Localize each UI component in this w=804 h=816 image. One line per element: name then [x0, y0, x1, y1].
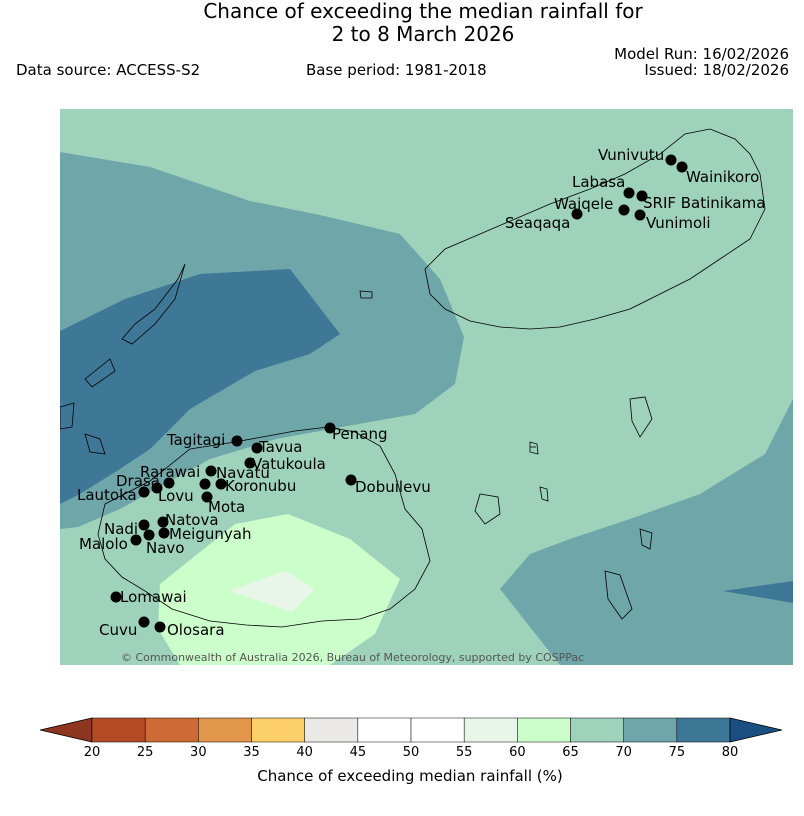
station-rarawai: Rarawai — [140, 463, 217, 481]
station-mota: Mota — [201, 491, 245, 516]
station-srif: SRIF Batinikama — [636, 190, 765, 212]
data-source-label: Data source: ACCESS-S2 — [16, 61, 201, 79]
station-navatu: Navatu — [199, 464, 270, 490]
svg-text:Labasa: Labasa — [572, 173, 625, 191]
coastline — [60, 128, 766, 628]
colorbar-band-10 — [623, 717, 678, 743]
station-penang: Penang — [324, 422, 387, 443]
svg-text:Penang: Penang — [332, 425, 387, 443]
svg-text:Drasa: Drasa — [116, 472, 160, 490]
svg-text:Vatukoula: Vatukoula — [252, 455, 326, 473]
svg-text:Mota: Mota — [208, 498, 245, 516]
rainfall-map: Vunivutu Wainikoro Labasa SRIF Batinikam… — [60, 109, 793, 665]
station-wainikoro: Wainikoro — [676, 161, 759, 186]
station-vunivutu: Vunivutu — [598, 146, 677, 166]
svg-text:Vunivutu: Vunivutu — [598, 146, 664, 164]
station-koronubu: Koronubu — [215, 477, 296, 495]
model-run-label: Model Run: 16/02/2026 — [614, 45, 789, 63]
colorbar-over-arrow — [729, 717, 783, 743]
station-dobuilevu: Dobuilevu — [345, 474, 431, 496]
svg-text:Rarawai: Rarawai — [140, 463, 200, 481]
issued-label: Issued: 18/02/2026 — [644, 61, 789, 79]
colorbar — [39, 717, 783, 747]
svg-text:Meigunyah: Meigunyah — [169, 525, 251, 543]
colorbar-band-11 — [676, 717, 731, 743]
svg-text:Waiqele: Waiqele — [554, 195, 613, 213]
svg-text:Lomawai: Lomawai — [120, 588, 187, 606]
svg-text:Tavua: Tavua — [258, 438, 302, 456]
svg-text:Natova: Natova — [165, 511, 219, 529]
station-waiqele: Waiqele — [554, 195, 630, 216]
svg-text:Lovu: Lovu — [158, 487, 194, 505]
colorbar-band-1 — [144, 717, 199, 743]
svg-text:Navatu: Navatu — [216, 464, 270, 482]
map-title-line1: Chance of exceeding the median rainfall … — [203, 0, 643, 23]
colorbar-tick-label: 45 — [349, 745, 367, 760]
svg-text:Navo: Navo — [146, 539, 184, 557]
svg-text:SRIF Batinikama: SRIF Batinikama — [643, 194, 765, 212]
colorbar-tick-label: 75 — [668, 745, 686, 760]
svg-text:Seaqaqa: Seaqaqa — [505, 214, 570, 232]
colorbar-tick-label: 35 — [243, 745, 260, 760]
station-markers: Vunivutu Wainikoro Labasa SRIF Batinikam… — [77, 146, 765, 639]
station-labasa: Labasa — [572, 173, 635, 199]
map-title-line2: 2 to 8 March 2026 — [331, 22, 515, 46]
base-period-label: Base period: 1981-2018 — [306, 61, 487, 79]
colorbar-bands — [91, 717, 731, 743]
copyright-notice: © Commonwealth of Australia 2026, Bureau… — [121, 651, 584, 664]
colorbar-tick-label: 60 — [509, 745, 526, 760]
colorbar-tick-label: 50 — [402, 745, 420, 760]
colorbar-tick-label: 20 — [83, 745, 101, 760]
colorbar-tick-label: 25 — [136, 745, 154, 760]
station-vatukoula: Vatukoula — [244, 455, 326, 473]
station-lautoka: Lautoka — [77, 486, 150, 504]
station-olosara: Olosara — [154, 621, 225, 639]
station-tagitagi: Tagitagi — [166, 431, 243, 449]
station-meigunyah: Meigunyah — [158, 525, 251, 543]
colorbar-tick-label: 40 — [296, 745, 313, 760]
band-70-75-east — [500, 399, 793, 665]
svg-text:Wainikoro: Wainikoro — [686, 168, 759, 186]
colorbar-tick-label: 80 — [721, 745, 739, 760]
colorbar-tick-label: 55 — [455, 745, 473, 760]
colorbar-tick-label: 70 — [615, 745, 632, 760]
svg-text:Malolo: Malolo — [79, 535, 128, 553]
svg-text:Cuvu: Cuvu — [99, 621, 137, 639]
colorbar-band-9 — [570, 717, 624, 743]
station-tavua: Tavua — [251, 438, 302, 456]
svg-text:Lautoka: Lautoka — [77, 486, 137, 504]
colorbar-tick-label: 65 — [562, 745, 579, 760]
svg-text:Tagitagi: Tagitagi — [166, 431, 225, 449]
station-cuvu: Cuvu — [99, 616, 150, 639]
band-75-80-east — [723, 581, 793, 603]
colorbar-band-3 — [251, 717, 305, 743]
band-55-60 — [230, 571, 315, 612]
svg-text:Koronubu: Koronubu — [225, 477, 296, 495]
station-natova: Natova — [157, 511, 219, 529]
svg-text:Olosara: Olosara — [167, 621, 225, 639]
colorbar-band-7 — [463, 717, 518, 743]
colorbar-band-6 — [410, 717, 465, 743]
colorbar-under-arrow — [39, 717, 93, 743]
colorbar-band-2 — [198, 717, 252, 743]
station-drasa: Drasa — [116, 472, 175, 490]
station-lovu: Lovu — [151, 482, 194, 505]
station-seaqaqa: Seaqaqa — [505, 208, 583, 232]
colorbar-band-8 — [517, 717, 571, 743]
colorbar-band-0 — [91, 717, 146, 743]
station-vunimoli: Vunimoli — [634, 209, 711, 232]
colorbar-tick-label: 30 — [190, 745, 207, 760]
station-malolo: Malolo — [79, 534, 142, 553]
station-lomawai: Lomawai — [110, 588, 187, 606]
station-nadi: Nadi — [104, 519, 150, 538]
colorbar-label: Chance of exceeding median rainfall (%) — [257, 767, 563, 785]
svg-text:Nadi: Nadi — [104, 520, 138, 538]
svg-text:Dobuilevu: Dobuilevu — [355, 478, 431, 496]
band-75-80-west — [60, 269, 340, 504]
colorbar-band-5 — [357, 717, 412, 743]
station-navo: Navo — [143, 529, 184, 557]
svg-text:Vunimoli: Vunimoli — [646, 214, 711, 232]
colorbar-band-4 — [304, 717, 359, 743]
